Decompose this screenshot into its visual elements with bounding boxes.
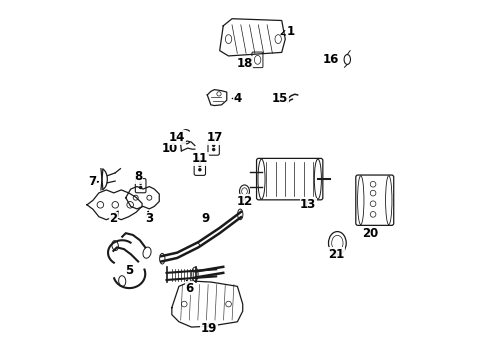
- Text: 10: 10: [162, 141, 178, 154]
- Text: 20: 20: [362, 227, 378, 240]
- FancyBboxPatch shape: [207, 140, 219, 155]
- Text: 12: 12: [236, 195, 252, 208]
- Text: 4: 4: [232, 92, 241, 105]
- Text: 5: 5: [125, 264, 133, 277]
- FancyBboxPatch shape: [355, 175, 393, 225]
- FancyBboxPatch shape: [194, 161, 205, 175]
- Text: 2: 2: [109, 211, 118, 225]
- Text: 15: 15: [271, 92, 287, 105]
- Text: 19: 19: [201, 321, 217, 335]
- Text: 21: 21: [328, 248, 344, 261]
- Text: 17: 17: [206, 131, 222, 144]
- Text: 9: 9: [201, 212, 209, 225]
- Circle shape: [139, 186, 142, 189]
- Circle shape: [211, 144, 215, 147]
- Text: 6: 6: [185, 280, 193, 294]
- Text: 11: 11: [192, 152, 208, 165]
- FancyBboxPatch shape: [135, 179, 145, 193]
- Text: 18: 18: [236, 57, 252, 69]
- Text: 3: 3: [144, 211, 153, 225]
- FancyBboxPatch shape: [251, 52, 263, 68]
- FancyBboxPatch shape: [256, 158, 322, 200]
- Text: 8: 8: [134, 170, 142, 183]
- Text: 7: 7: [88, 175, 98, 188]
- Text: 1: 1: [281, 24, 294, 38]
- Text: 14: 14: [169, 131, 185, 144]
- Text: 16: 16: [323, 53, 339, 66]
- Circle shape: [211, 148, 215, 151]
- Circle shape: [198, 164, 201, 167]
- Circle shape: [139, 181, 142, 185]
- Circle shape: [198, 168, 201, 171]
- Text: 13: 13: [300, 198, 316, 211]
